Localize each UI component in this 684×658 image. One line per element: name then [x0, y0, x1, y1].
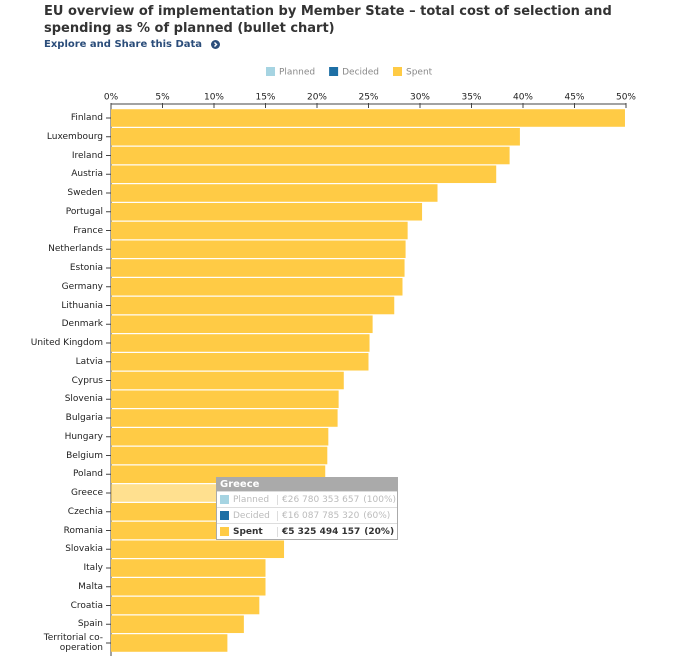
y-tick-label: Sweden	[67, 188, 103, 198]
bar	[111, 540, 285, 559]
y-tick-label: Bulgaria	[65, 413, 103, 423]
tooltip-share: (60%)	[363, 510, 391, 521]
x-tick-label: 5%	[155, 93, 170, 103]
bar	[111, 315, 373, 334]
legend-swatch	[329, 67, 339, 76]
explore-link[interactable]: Explore and Share this Data	[44, 39, 220, 50]
legend-label: Decided	[342, 68, 379, 78]
x-tick-label: 20%	[307, 93, 327, 103]
y-tick-label: Italy	[83, 563, 103, 573]
y-tick-label: Ireland	[71, 150, 103, 161]
bar	[111, 296, 395, 315]
bar	[111, 127, 520, 146]
bar	[111, 240, 406, 259]
y-tick-label: Cyprus	[71, 375, 103, 386]
tooltip-label: Planned	[233, 494, 278, 505]
bar	[111, 615, 244, 634]
x-tick-label: 10%	[204, 93, 224, 103]
bar	[111, 634, 228, 652]
y-tick-label: Malta	[78, 581, 103, 592]
bar	[111, 146, 510, 165]
y-tick-label: Portugal	[65, 206, 103, 217]
y-tick-label: Finland	[70, 113, 103, 123]
title: EU overview of implementation by Member …	[44, 4, 612, 36]
bar	[111, 577, 266, 596]
tooltip-row: Planned €26 780 353 657 (100%)	[217, 491, 397, 507]
bar	[111, 221, 408, 240]
tooltip-row: Decided €16 087 785 320 (60%)	[217, 507, 397, 523]
tooltip: Greece Planned €26 780 353 657 (100%) Decid…	[216, 477, 398, 540]
y-tick-label: Territorial co-operation	[43, 633, 103, 653]
y-tick-label: Croatia	[70, 600, 103, 611]
tooltip-swatch	[220, 495, 229, 504]
bar	[111, 184, 438, 202]
y-tick-label: Netherlands	[48, 244, 103, 255]
y-tick-label: Lithuania	[61, 300, 103, 311]
bar	[111, 109, 625, 127]
x-tick-label: 50%	[616, 93, 636, 103]
bar	[111, 559, 266, 577]
x-tick-label: 35%	[461, 93, 481, 103]
y-tick-label: Spain	[77, 619, 103, 630]
bar	[111, 371, 344, 390]
y-tick-label: Hungary	[64, 431, 103, 442]
bar	[111, 352, 369, 371]
tooltip-value: €16 087 785 320	[282, 510, 360, 521]
legend-label: Spent	[406, 68, 433, 78]
x-tick-label: 40%	[513, 93, 533, 103]
y-tick-label: Romania	[63, 525, 103, 536]
tooltip-share: (100%)	[363, 494, 397, 505]
y-tick-label: Greece	[70, 488, 103, 498]
tooltip-swatch	[220, 511, 229, 520]
tooltip-label: Spent	[233, 526, 278, 537]
y-tick-label: Latvia	[75, 356, 103, 367]
y-tick-label: United Kingdom	[30, 338, 103, 348]
y-tick-label: Slovenia	[64, 394, 103, 405]
legend-label: Planned	[279, 68, 315, 78]
tooltip-swatch	[220, 527, 229, 536]
x-tick-label: 30%	[410, 93, 430, 103]
x-tick-label: 45%	[564, 93, 584, 103]
bar	[111, 202, 423, 221]
y-tick-label: Germany	[61, 281, 103, 292]
y-tick-label: Estonia	[69, 263, 103, 273]
tooltip-label: Decided	[233, 510, 278, 521]
tooltip-value: €26 780 353 657	[282, 494, 360, 505]
y-tick-label: Belgium	[66, 450, 103, 461]
tooltip-share: (20%)	[364, 526, 395, 537]
tooltip-value: €5 325 494 157	[282, 526, 361, 537]
bar	[111, 596, 260, 615]
y-tick-label: Slovakia	[65, 544, 103, 555]
y-tick-label: France	[73, 225, 103, 236]
y-tick-label: Poland	[72, 469, 103, 480]
tooltip-title: Greece	[217, 478, 397, 491]
x-tick-label: 15%	[255, 93, 275, 103]
link-icon[interactable]	[210, 39, 220, 49]
bar	[111, 427, 329, 446]
bar	[111, 390, 339, 409]
bar	[111, 446, 328, 465]
legend-swatch	[393, 67, 402, 76]
bar	[111, 277, 403, 296]
link-text[interactable]: Explore and Share this Data	[44, 39, 203, 50]
y-tick-label: Denmark	[61, 319, 103, 330]
x-tick-label: 25%	[358, 93, 378, 103]
bar	[111, 165, 497, 184]
legend-swatch	[266, 67, 275, 76]
y-tick-label: Austria	[71, 169, 103, 180]
y-tick-label: Luxembourg	[46, 131, 103, 142]
tooltip-row: Spent €5 325 494 157 (20%)	[217, 523, 397, 539]
y-tick-label: Czechia	[67, 506, 103, 517]
bar	[111, 409, 338, 427]
x-tick-label: 0%	[104, 93, 119, 103]
bar	[111, 259, 405, 277]
bar	[111, 334, 370, 352]
